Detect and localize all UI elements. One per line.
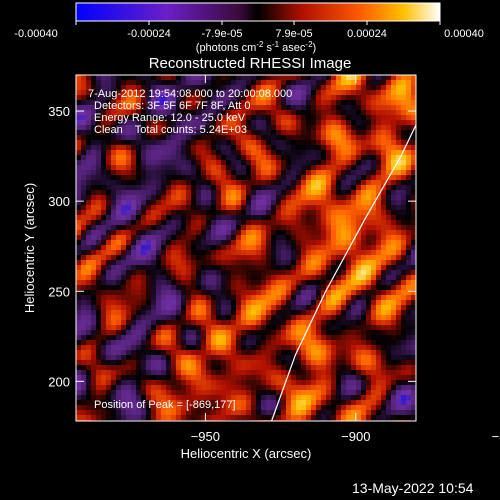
colorbar-ticks (75, 21, 441, 25)
heatmap-image (76, 75, 416, 421)
y-tick-label: 350 (48, 104, 70, 119)
annotation-detectors: Detectors: 3F 5F 6F 7F 8F, Att 0 (94, 100, 251, 112)
y-axis-label: Heliocentric Y (arcsec) (22, 183, 37, 313)
timestamp: 13-May-2022 10:54 (352, 480, 474, 496)
colorbar-tick-label: 0.00024 (347, 28, 387, 40)
colorbar-units: (photons cm-2 s-1 asec-2) (196, 40, 316, 54)
annotation-time-range: 7-Aug-2012 19:54:08.000 to 20:00:08.000 (88, 88, 292, 100)
x-tick-label: −850 (492, 429, 500, 444)
y-tick-label: 250 (48, 284, 70, 299)
y-tick-label: 200 (48, 374, 70, 389)
y-tick-label: 300 (48, 194, 70, 209)
colorbar-tick-label: -0.00040 (14, 28, 57, 40)
annotation-peak-position: Position of Peak = [-869,177] (94, 399, 236, 411)
x-tick-label: −950 (191, 429, 220, 444)
annotation-counts: Clean Total counts: 5.24E+03 (94, 124, 247, 136)
x-tick-label: −900 (341, 429, 370, 444)
colorbar (75, 2, 441, 22)
colorbar-tick-label: -7.9e-05 (202, 28, 243, 40)
colorbar-tick-label: 7.9e-05 (275, 28, 312, 40)
solar-limb-curve (271, 123, 416, 421)
plot-frame (75, 74, 417, 422)
annotation-energy-range: Energy Range: 12.0 - 25.0 keV (94, 112, 246, 124)
colorbar-tick-label: 0.00040 (444, 28, 484, 40)
x-axis-label: Heliocentric X (arcsec) (181, 446, 312, 461)
colorbar-tick-label: -0.00024 (127, 28, 170, 40)
chart-title: Reconstructed RHESSI Image (149, 55, 352, 72)
axes: −950 −900 −850 200 250 300 350 (48, 75, 500, 444)
